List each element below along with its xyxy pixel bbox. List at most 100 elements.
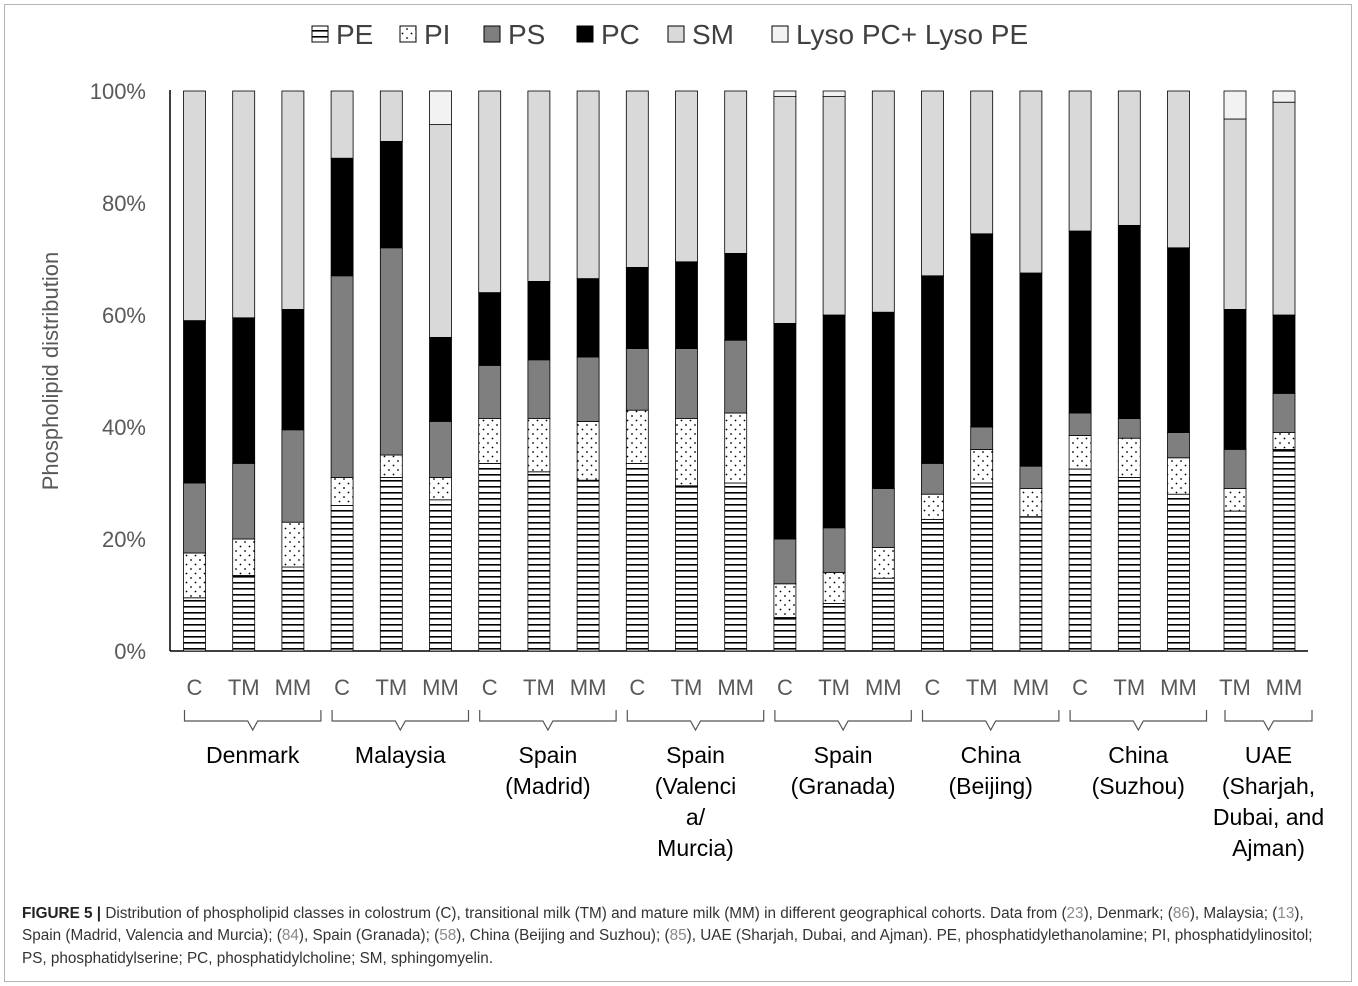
citation-ref[interactable]: 86	[1172, 905, 1190, 922]
figure-caption: FIGURE 5 | Distribution of phospholipid …	[22, 903, 1340, 970]
x-tick-label: TM	[1113, 675, 1145, 700]
bar-segment-ps	[773, 538, 797, 585]
bar-stack	[478, 90, 502, 652]
bar-segment-ps	[1019, 465, 1043, 490]
y-tick-label: 20%	[102, 527, 146, 552]
bar-segment-ps	[330, 275, 354, 478]
y-axis-title: Phospholipid distribution	[38, 252, 63, 491]
group-brace	[331, 710, 470, 732]
bar-segment-pe	[1117, 476, 1141, 652]
bar-stack	[330, 90, 354, 652]
group-label-line: (Granada)	[791, 773, 896, 799]
citation-ref[interactable]: 84	[281, 927, 299, 945]
x-tick-label: TM	[1219, 675, 1251, 700]
bar-segment-pi	[183, 552, 206, 599]
bar-segment-sm	[379, 90, 403, 142]
citation-ref[interactable]: 23	[1066, 905, 1084, 922]
bar-segment-pe	[478, 462, 502, 652]
group-label-line: Dubai, and	[1213, 804, 1324, 830]
group-label-line: China	[961, 742, 1021, 768]
x-tick-label: MM	[422, 675, 459, 700]
bar-segment-pc	[675, 261, 698, 349]
bar-segment-ps	[478, 364, 502, 419]
bar-segment-sm	[724, 90, 748, 254]
bar-segment-ps	[1167, 432, 1190, 459]
bar-segment-pc	[1068, 230, 1092, 414]
group-label-line: Spain	[518, 742, 577, 768]
legend-swatch	[667, 25, 685, 43]
group-label-line: (Madrid)	[505, 773, 591, 799]
group-brace	[921, 710, 1060, 732]
bar-segment-pc	[576, 278, 600, 358]
bar-segment-pe	[625, 462, 649, 652]
bar-segment-pc	[1019, 272, 1043, 467]
y-tick-label: 80%	[102, 191, 146, 216]
bar-stack	[625, 90, 649, 652]
x-tick-label: MM	[570, 675, 607, 700]
x-tick-label: C	[187, 675, 203, 700]
x-tick-label: TM	[671, 675, 703, 700]
bar-segment-pi	[1117, 437, 1141, 478]
bar-segment-sm	[970, 90, 994, 235]
bar-segment-sm	[871, 90, 895, 313]
x-tick-label: C	[925, 675, 941, 700]
bar-segment-sm	[330, 90, 354, 159]
bar-segment-ps	[1223, 448, 1247, 489]
bar-segment-sm	[527, 90, 551, 282]
bar-segment-pe	[183, 597, 206, 652]
x-tick-label: TM	[818, 675, 850, 700]
bar-segment-sm	[1019, 90, 1043, 274]
legend-label: PS	[508, 19, 545, 50]
x-tick-label: TM	[966, 675, 998, 700]
bar-segment-sm	[478, 90, 502, 294]
bar-segment-sm	[183, 90, 206, 322]
bar-segment-sm	[1167, 90, 1190, 249]
bar-segment-pc	[429, 336, 452, 422]
bar-segment-pi	[773, 583, 797, 618]
bar-segment-pi	[970, 448, 994, 484]
bar-segment-sm	[1223, 118, 1247, 310]
bar-segment-ps	[921, 462, 944, 495]
bar-segment-pc	[724, 252, 748, 341]
x-tick-label: MM	[275, 675, 312, 700]
bar-segment-pe	[675, 485, 698, 652]
bar-segment-pe	[724, 482, 748, 652]
group-brace	[183, 710, 322, 732]
legend-label: PE	[336, 19, 373, 50]
x-tick-label: MM	[1160, 675, 1197, 700]
bar-segment-pi	[1019, 488, 1043, 518]
bar-stack	[1223, 90, 1247, 652]
x-tick-label: TM	[523, 675, 555, 700]
bar-segment-pc	[379, 140, 403, 249]
bar-segment-sm	[232, 90, 256, 319]
bar-segment-ps	[183, 482, 206, 554]
bar-stack	[1167, 90, 1190, 652]
citation-ref[interactable]: 58	[439, 927, 457, 945]
bar-segment-sm	[281, 90, 305, 310]
citation-ref[interactable]: 13	[1277, 905, 1295, 922]
bar-segment-pe	[871, 577, 895, 652]
bar-segment-pi	[1223, 488, 1247, 512]
bar-stack	[576, 90, 600, 652]
group-label: China (Beijing)	[949, 742, 1033, 799]
group-brace	[774, 710, 912, 732]
bar-segment-pi	[1167, 457, 1190, 495]
bar-segment-pe	[330, 504, 354, 652]
bar-segment-pi	[921, 493, 944, 520]
group-brace	[479, 710, 617, 732]
group-label-line: a/	[686, 804, 706, 830]
figure-label: FIGURE 5 |	[22, 905, 102, 922]
group-label-line: Ajman)	[1232, 835, 1305, 861]
bar-segment-pi	[625, 409, 649, 464]
group-label-line: (Beijing)	[949, 773, 1033, 799]
bar-segment-pc	[281, 308, 305, 431]
bar-segment-sm	[1068, 90, 1092, 232]
bar-segment-lyso-pc-lyso-pe	[773, 90, 797, 97]
x-tick-label: MM	[1266, 675, 1303, 700]
bar-stack	[773, 90, 797, 652]
legend-swatch	[576, 25, 594, 43]
citation-ref[interactable]: 85	[669, 927, 687, 945]
bar-segment-pi	[675, 418, 698, 487]
y-tick-label: 100%	[90, 79, 146, 104]
group-label-line: Malaysia	[355, 742, 446, 768]
